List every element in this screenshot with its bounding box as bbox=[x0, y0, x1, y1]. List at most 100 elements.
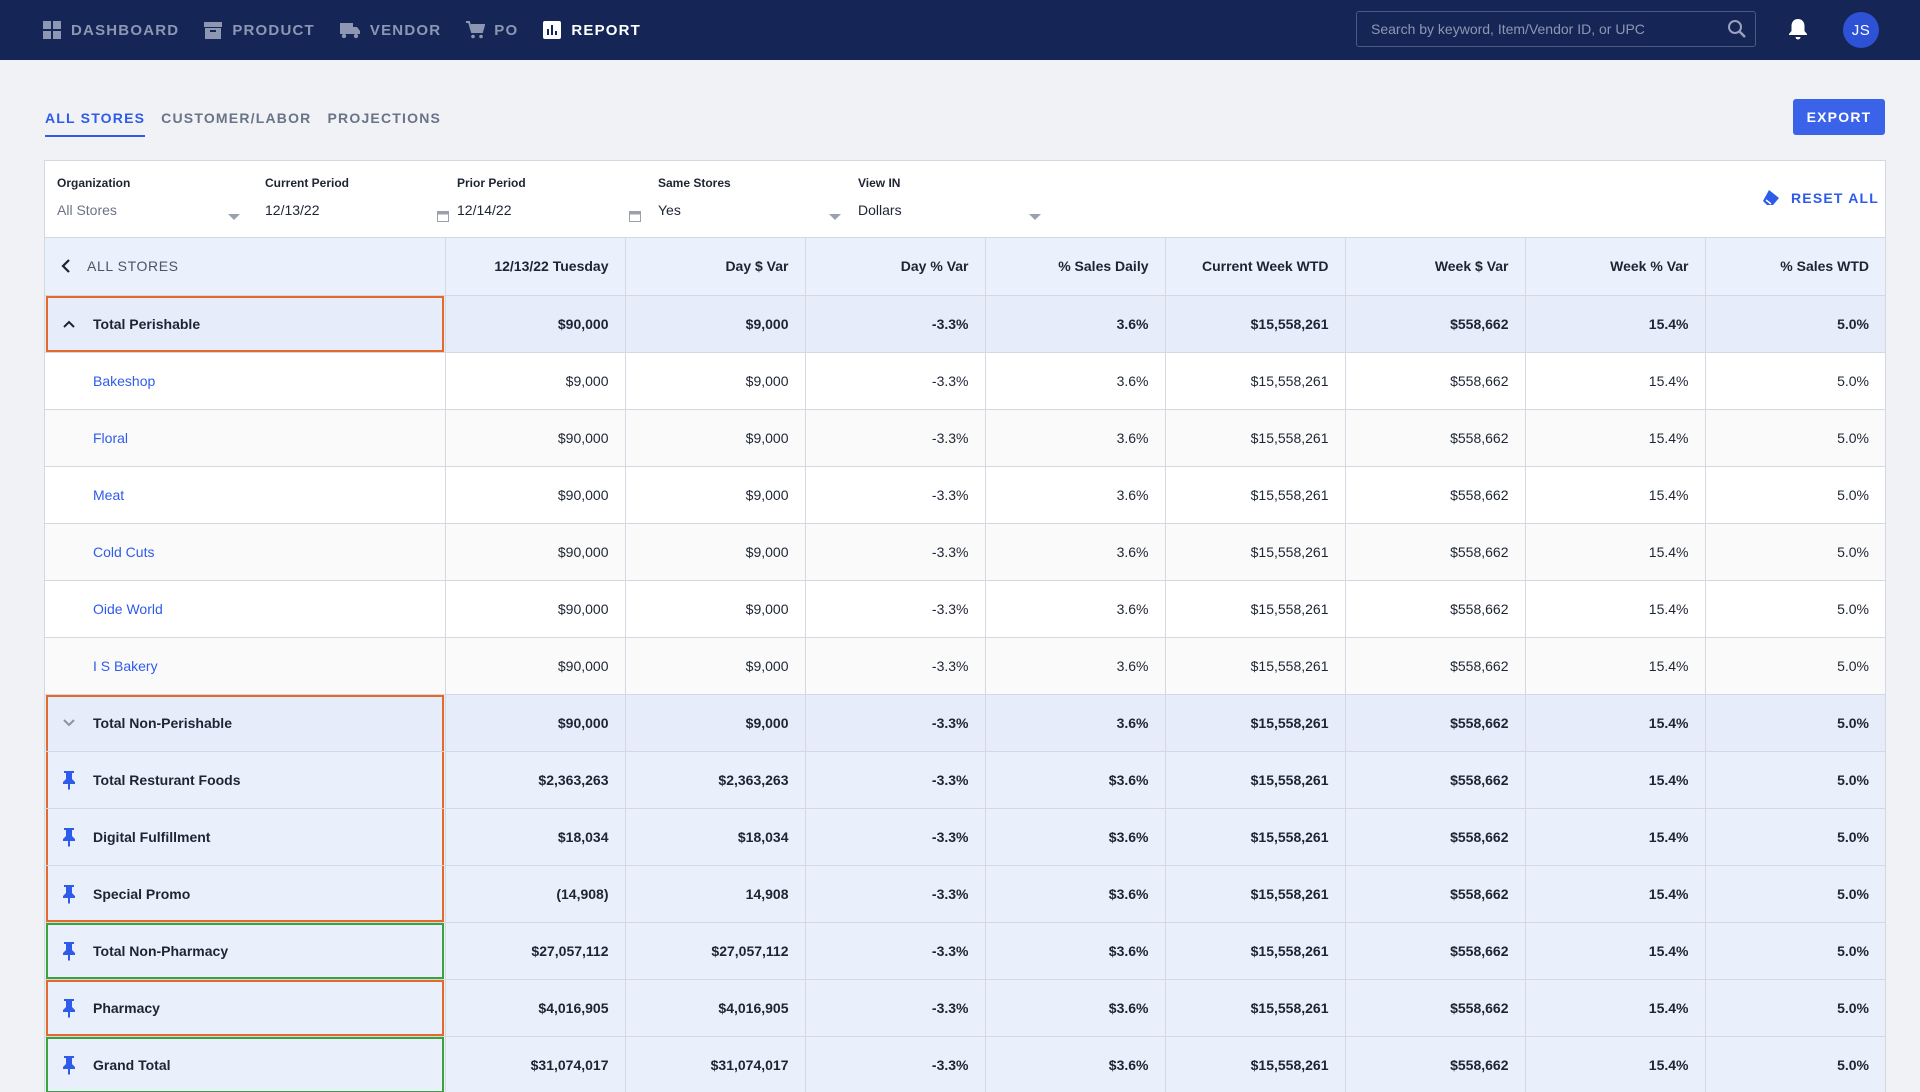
nav-product[interactable]: PRODUCT bbox=[191, 0, 327, 60]
row-label: Total Resturant Foods bbox=[93, 771, 241, 788]
table-cell: $90,000 bbox=[445, 580, 626, 638]
row-label[interactable]: Cold Cuts bbox=[93, 543, 155, 560]
table-cell: -3.3% bbox=[805, 352, 986, 410]
column-header[interactable]: Day % Var bbox=[805, 238, 986, 296]
nav-report[interactable]: REPORT bbox=[530, 0, 653, 60]
table-cell: 14,908 bbox=[625, 865, 806, 923]
table-cell: $558,662 bbox=[1345, 979, 1526, 1037]
table-cell: 15.4% bbox=[1525, 409, 1706, 467]
filter-view-in-value: Dollars bbox=[858, 202, 902, 218]
tab-projections[interactable]: PROJECTIONS bbox=[327, 110, 442, 126]
table-row[interactable]: Cold Cuts $90,000 $9,000 -3.3% 3.6% $15,558,2… bbox=[45, 523, 1885, 581]
table-cell: $18,034 bbox=[445, 808, 626, 866]
table-cell: $90,000 bbox=[445, 409, 626, 467]
table-row[interactable]: Meat $90,000 $9,000 -3.3% 3.6% $15,558,261 $55… bbox=[45, 466, 1885, 524]
table-row: Digital Fulfillment $18,034 $18,034 -3.3% $3… bbox=[45, 808, 1885, 866]
table-cell: $558,662 bbox=[1345, 751, 1526, 809]
nav-po[interactable]: PO bbox=[453, 0, 530, 60]
table-cell: $4,016,905 bbox=[445, 979, 626, 1037]
row-label-cell: Special Promo bbox=[45, 865, 446, 923]
table-cell: $558,662 bbox=[1345, 352, 1526, 410]
filter-view-in[interactable]: View IN Dollars bbox=[858, 176, 1044, 220]
table-cell: $9,000 bbox=[445, 352, 626, 410]
reset-all-label: RESET ALL bbox=[1791, 190, 1880, 206]
table-cell: 5.0% bbox=[1705, 409, 1885, 467]
table-cell: $3.6% bbox=[985, 922, 1166, 980]
chevron-down-icon[interactable] bbox=[45, 718, 93, 727]
nav-dashboard[interactable]: DASHBOARD bbox=[30, 0, 191, 60]
table-cell: $3.6% bbox=[985, 865, 1166, 923]
table-cell: -3.3% bbox=[805, 466, 986, 524]
tab-all-stores[interactable]: ALL STORES bbox=[45, 110, 146, 137]
eraser-icon bbox=[1761, 189, 1781, 207]
column-header[interactable]: 12/13/22 Tuesday bbox=[445, 238, 626, 296]
row-label: Pharmacy bbox=[93, 999, 160, 1016]
table-cell: $15,558,261 bbox=[1165, 751, 1346, 809]
row-label[interactable]: I S Bakery bbox=[93, 657, 158, 674]
truck-icon bbox=[339, 20, 361, 40]
table-cell: -3.3% bbox=[805, 409, 986, 467]
top-nav: DASHBOARD PRODUCT VENDOR PO REPORT JS bbox=[0, 0, 1920, 60]
row-label[interactable]: Floral bbox=[93, 429, 129, 446]
search-icon[interactable] bbox=[1719, 19, 1755, 39]
pin-icon[interactable] bbox=[45, 827, 93, 847]
table-cell: $27,057,112 bbox=[625, 922, 806, 980]
table-cell: 15.4% bbox=[1525, 523, 1706, 581]
row-label: Special Promo bbox=[93, 885, 191, 902]
table-cell: 15.4% bbox=[1525, 751, 1706, 809]
pin-icon[interactable] bbox=[45, 998, 93, 1018]
table-cell: (14,908) bbox=[445, 865, 626, 923]
pin-icon[interactable] bbox=[45, 941, 93, 961]
table-cell: $9,000 bbox=[625, 694, 806, 752]
chevron-left-icon bbox=[61, 258, 71, 274]
row-label-cell: Total Non-Pharmacy bbox=[45, 922, 446, 980]
table-cell: $9,000 bbox=[625, 352, 806, 410]
cart-icon bbox=[465, 20, 486, 40]
table-cell: $9,000 bbox=[625, 295, 806, 353]
back-to-all-stores[interactable]: ALL STORES bbox=[45, 238, 446, 296]
column-header[interactable]: % Sales Daily bbox=[985, 238, 1166, 296]
pin-icon[interactable] bbox=[45, 1055, 93, 1075]
product-icon bbox=[203, 20, 223, 40]
table-cell: 5.0% bbox=[1705, 694, 1885, 752]
filter-same-stores[interactable]: Same Stores Yes bbox=[658, 176, 844, 220]
search-input[interactable] bbox=[1357, 12, 1719, 46]
avatar[interactable]: JS bbox=[1843, 12, 1879, 48]
reset-all-button[interactable]: RESET ALL bbox=[1761, 189, 1879, 207]
pin-icon[interactable] bbox=[45, 770, 93, 790]
row-label-cell: Total Non-Perishable bbox=[45, 694, 446, 752]
nav-vendor[interactable]: VENDOR bbox=[327, 0, 453, 60]
filter-organization[interactable]: Organization All Stores bbox=[57, 176, 243, 220]
row-label-cell: Digital Fulfillment bbox=[45, 808, 446, 866]
chevron-up-icon[interactable] bbox=[45, 320, 93, 328]
table-row[interactable]: I S Bakery $90,000 $9,000 -3.3% 3.6% $15,558,… bbox=[45, 637, 1885, 695]
row-label[interactable]: Bakeshop bbox=[93, 372, 156, 389]
filter-prior-period[interactable]: Prior Period 12/14/22 bbox=[457, 176, 643, 222]
column-header[interactable]: Week % Var bbox=[1525, 238, 1706, 296]
pin-icon[interactable] bbox=[45, 884, 93, 904]
column-header[interactable]: Current Week WTD bbox=[1165, 238, 1346, 296]
table-cell: $9,000 bbox=[625, 466, 806, 524]
table-cell: $9,000 bbox=[625, 637, 806, 695]
row-label[interactable]: Meat bbox=[93, 486, 125, 503]
export-button[interactable]: EXPORT bbox=[1793, 99, 1885, 135]
filter-current-period[interactable]: Current Period 12/13/22 bbox=[265, 176, 451, 222]
table-cell: $15,558,261 bbox=[1165, 808, 1346, 866]
table-cell: $9,000 bbox=[625, 523, 806, 581]
table-row[interactable]: Floral $90,000 $9,000 -3.3% 3.6% $15,558,261 $… bbox=[45, 409, 1885, 467]
bell-icon[interactable] bbox=[1787, 17, 1809, 46]
table-row[interactable]: Bakeshop $9,000 $9,000 -3.3% 3.6% $15,558,261… bbox=[45, 352, 1885, 410]
table-cell: $558,662 bbox=[1345, 865, 1526, 923]
filter-prior-period-label: Prior Period bbox=[457, 176, 526, 190]
tab-customer-labor[interactable]: CUSTOMER/LABOR bbox=[161, 110, 312, 126]
table-cell: 5.0% bbox=[1705, 466, 1885, 524]
table-cell: 5.0% bbox=[1705, 979, 1885, 1037]
table-row: Total Resturant Foods $2,363,263 $2,363,26… bbox=[45, 751, 1885, 809]
table-cell: $558,662 bbox=[1345, 922, 1526, 980]
column-header[interactable]: Week $ Var bbox=[1345, 238, 1526, 296]
table-row[interactable]: Oide World $90,000 $9,000 -3.3% 3.6% $15,558,… bbox=[45, 580, 1885, 638]
table-cell: $2,363,263 bbox=[625, 751, 806, 809]
column-header[interactable]: Day $ Var bbox=[625, 238, 806, 296]
row-label[interactable]: Oide World bbox=[93, 600, 163, 617]
column-header[interactable]: % Sales WTD bbox=[1705, 238, 1885, 296]
